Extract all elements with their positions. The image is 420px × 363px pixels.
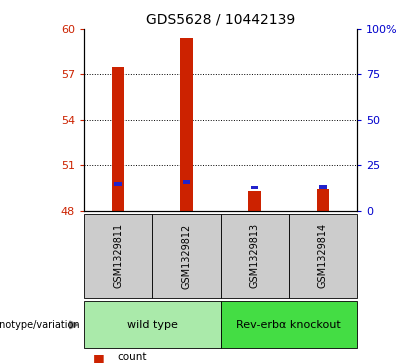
- Bar: [112, 67, 124, 211]
- Bar: [152, 214, 221, 298]
- Bar: [180, 38, 192, 211]
- Text: GSM1329813: GSM1329813: [249, 223, 260, 289]
- Title: GDS5628 / 10442139: GDS5628 / 10442139: [146, 12, 295, 26]
- Bar: [317, 189, 329, 211]
- Bar: [319, 185, 327, 189]
- Text: count: count: [118, 352, 147, 362]
- Bar: [183, 180, 190, 184]
- Bar: [251, 185, 258, 189]
- Bar: [220, 214, 289, 298]
- Bar: [249, 191, 261, 211]
- Bar: [114, 182, 122, 185]
- Bar: [84, 301, 220, 348]
- Text: ■: ■: [92, 352, 104, 363]
- Text: GSM1329814: GSM1329814: [318, 223, 328, 289]
- Text: GSM1329812: GSM1329812: [181, 223, 192, 289]
- Text: GSM1329811: GSM1329811: [113, 223, 123, 289]
- Text: wild type: wild type: [127, 320, 178, 330]
- Text: Rev-erbα knockout: Rev-erbα knockout: [236, 320, 341, 330]
- Bar: [84, 214, 152, 298]
- Text: genotype/variation: genotype/variation: [0, 320, 80, 330]
- Bar: [220, 301, 357, 348]
- Bar: [289, 214, 357, 298]
